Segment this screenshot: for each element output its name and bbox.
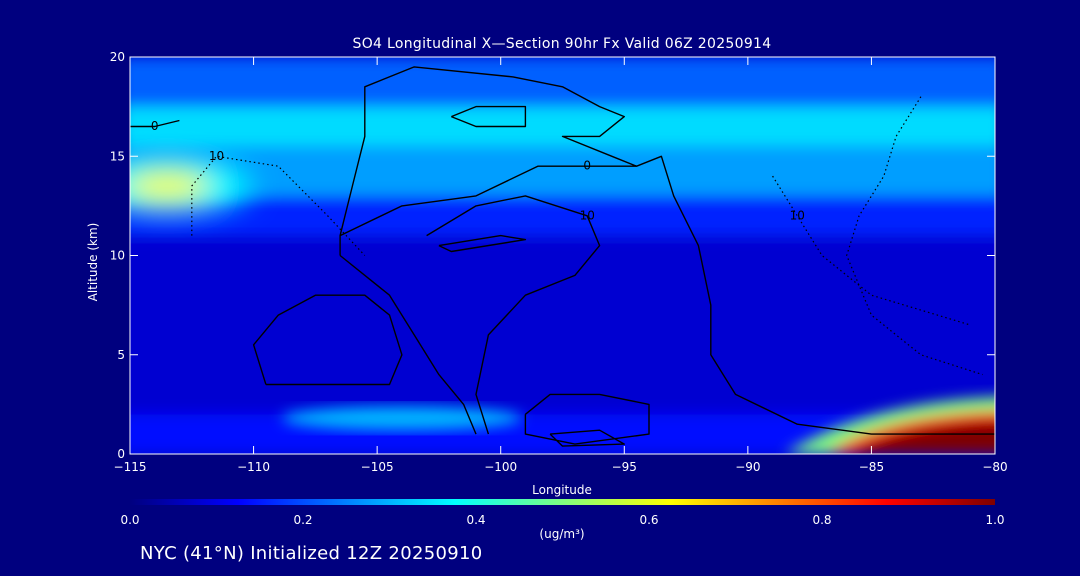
field-layer-3: [130, 195, 995, 236]
colorbar-ticks: 0.0 0.2 0.4 0.6 0.8 1.0: [120, 513, 1004, 527]
contour-label-10: 10: [209, 149, 224, 163]
field-features: [130, 158, 995, 454]
y-tick-label: 0: [117, 447, 125, 461]
x-tick-label: −115: [114, 460, 147, 474]
colorbar-tick-label: 1.0: [985, 513, 1004, 527]
y-tick-label: 5: [117, 348, 125, 362]
contour-1: [339, 254, 477, 435]
colorbar-tick-label: 0.6: [639, 513, 658, 527]
chart-title: SO4 Longitudinal X—Section 90hr Fx Valid…: [352, 36, 772, 52]
contour-0: [339, 155, 995, 435]
x-tick-label: −100: [484, 460, 517, 474]
axes: −115 −110 −105 −100 −95 −90 −85 −80 0 5 10 15 20: [110, 50, 1008, 474]
contour-6: [426, 195, 601, 435]
contour-label-0: 0: [583, 159, 591, 173]
field-layer-1: [130, 106, 995, 147]
colorbar-tick-label: 0.8: [812, 513, 831, 527]
contour-lines: 0 0 10 10 10: [130, 66, 995, 447]
colorbar: [130, 499, 995, 505]
footer-caption: NYC (41°N) Initialized 12Z 20250910: [140, 543, 483, 564]
upper-plume-core: [130, 171, 210, 202]
contour-4: [451, 105, 527, 128]
colorbar-tick-label: 0.2: [293, 513, 312, 527]
y-tick-label: 10: [110, 249, 125, 263]
contour-label-12: 10: [790, 208, 805, 222]
contour-3: [252, 294, 403, 386]
contour-2: [339, 66, 637, 236]
colorbar-tick-label: 0.4: [466, 513, 485, 527]
x-tick-label: −95: [612, 460, 637, 474]
y-tick-label: 15: [110, 149, 125, 163]
x-tick-label: −110: [237, 460, 270, 474]
contour-label-6: 10: [580, 208, 595, 222]
lower-plume-core: [851, 421, 995, 454]
contour-10: [191, 155, 366, 256]
x-tick-label: −80: [982, 460, 1007, 474]
field-layer-0: [130, 57, 995, 107]
field-layer-4: [130, 235, 995, 415]
field-layers: [130, 57, 995, 454]
x-tick-label: −105: [361, 460, 394, 474]
contour-9: [549, 429, 625, 447]
contour-5: [130, 119, 180, 128]
colorbar-units: (ug/m³): [539, 527, 585, 541]
contour-label-5: 0: [151, 119, 159, 133]
y-tick-label: 20: [110, 50, 125, 64]
concentration-field: [130, 57, 995, 454]
x-tick-label: −90: [735, 460, 760, 474]
x-tick-label: −85: [859, 460, 884, 474]
contour-7: [438, 234, 527, 253]
surface-band: [281, 406, 522, 431]
field-layer-2: [130, 146, 995, 196]
colorbar-tick-label: 0.0: [120, 513, 139, 527]
contour-8: [524, 393, 650, 445]
x-axis-label: Longitude: [532, 483, 592, 497]
